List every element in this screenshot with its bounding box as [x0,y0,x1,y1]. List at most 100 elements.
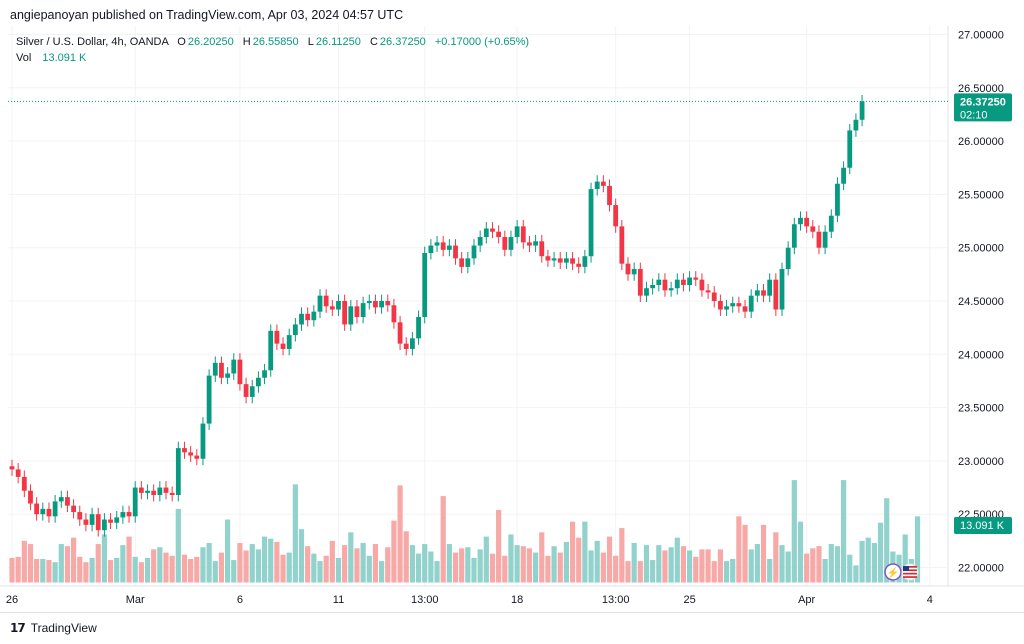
volume-bar [132,556,138,583]
volume-bar [360,542,366,583]
price-tick-label: 24.50000 [958,296,1004,308]
volume-bar [797,521,804,583]
volume-bar [687,550,693,583]
volume-bar [138,562,144,583]
candle-body [754,290,760,296]
published-info: angiepanoyan published on TradingView.co… [10,8,404,22]
candle-body [699,279,705,291]
candle-body [859,101,865,120]
candle-body [249,386,255,397]
candle-body [145,490,150,493]
brand-name: TradingView [30,621,97,635]
candle-body [120,512,126,518]
volume-bar [496,509,502,583]
volume-bar [107,560,114,583]
candle-body [366,301,372,304]
volume-bar [52,562,58,583]
flag-stripe [903,569,917,572]
candle-body [440,242,446,250]
open-label: O [177,36,186,48]
top-bar: angiepanoyan published on TradingView.co… [0,0,1024,30]
time-tick-label: 13:00 [602,594,630,606]
candlestick-chart[interactable]: 22.0000022.5000023.0000023.5000024.00000… [0,0,1024,612]
volume-bar [280,554,286,583]
volume-bar [791,480,797,583]
price-tick-label: 27.00000 [958,30,1004,42]
volume-bar [847,554,853,583]
time-tick-label: 4 [927,594,933,606]
candle-body [311,311,317,321]
volume-bar [477,549,483,583]
volume-value: 13.091 K [42,52,87,64]
open-value: 26.20250 [187,36,234,48]
candle-body [742,306,748,312]
candle-body [89,514,95,525]
time-tick-label: 13:00 [411,594,439,606]
volume-tag [954,517,1012,534]
tradingview-logo[interactable]: 𝟭𝟳 TradingView [10,621,97,635]
candle-body [810,226,816,232]
candle-body [58,497,64,502]
volume-bar [767,558,773,583]
volume-bar [705,549,711,583]
candle-body [637,269,643,296]
volume-bar [83,562,89,583]
candle-body [243,384,249,397]
candle-body [520,226,526,243]
candle-body [416,316,421,339]
price-tick-label: 25.50000 [958,189,1004,201]
candle-body [446,245,452,250]
volume-bar [231,560,237,583]
candle-body [342,301,348,325]
volume-bar [286,552,292,583]
volume-bar [736,516,742,583]
volume-bar [348,532,354,583]
volume-bar [533,552,539,583]
candle-body [329,306,335,310]
change-value: +0.17000 (+0.65%) [434,36,530,48]
volume-bar [323,555,329,583]
volume-bar [46,560,52,583]
volume-bar [409,545,415,583]
volume-bar [64,546,71,583]
volume-bar [816,546,822,583]
candle-body [274,330,280,344]
candle-body [71,505,76,513]
candle-body [379,301,384,308]
candle-body [138,487,144,493]
volume-bar [440,496,446,583]
volume-bar [27,544,34,583]
candle-body [711,292,717,301]
volume-bar [465,547,471,583]
candle-body [77,512,83,520]
candle-body [169,492,175,496]
low-label: L [307,36,314,48]
candle-body [576,263,582,267]
volume-bar [914,516,921,583]
candle-body [286,335,292,349]
volume-bar [372,544,379,583]
last-price-tag [954,93,1012,122]
volume-bar [446,544,452,583]
candle-body [28,490,33,504]
candle-body [761,290,766,296]
candle-body [175,448,181,496]
candle-body [594,181,600,190]
lightning-event-icon [884,563,902,581]
candle-body [453,245,458,259]
volume-bar [723,561,730,583]
candle-body [539,241,545,257]
volume-bar [637,561,643,583]
volume-bar [822,558,828,583]
volume-bar [539,532,545,583]
candle-body [46,508,52,517]
price-tick-label: 23.50000 [958,403,1004,415]
volume-bar [779,545,785,583]
candle-body [705,290,711,293]
volume-bar [317,561,323,583]
candle-body [582,256,588,267]
candle-body [348,306,354,325]
candle-body [360,303,366,317]
volume-bar [631,542,637,583]
volume-bar [194,556,200,583]
